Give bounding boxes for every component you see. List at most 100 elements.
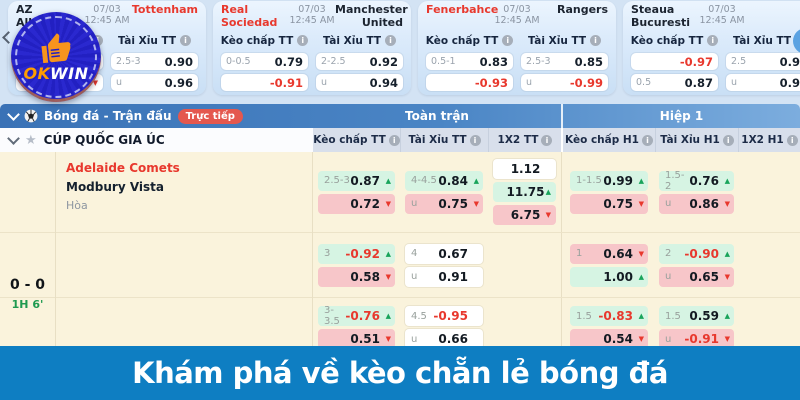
overunder-market: Tài Xỉu TT i 2.5-3 0.85 u -0.99 <box>521 32 608 91</box>
match-time: 12:45 AM <box>84 14 130 26</box>
odds-cell[interactable]: u -0.91 ▼ <box>659 329 734 349</box>
trend-arrow-icon: ▼ <box>724 335 730 343</box>
info-icon[interactable]: i <box>590 35 602 46</box>
odds-cell[interactable]: 0.5 0.87 <box>631 74 718 91</box>
odds-cell[interactable]: 3-3.5 -0.76 ▲ <box>318 305 395 327</box>
odds-cell[interactable]: 1.5 -0.83 ▲ <box>570 306 648 326</box>
odds-cell[interactable]: 0.51 ▼ <box>318 329 395 349</box>
info-icon[interactable]: i <box>385 35 397 46</box>
odds-cell[interactable]: 2-2.5 0.92 <box>316 53 403 70</box>
overunder-market: Tài Xỉu TT i 2.5-3 0.90 u 0.96 <box>111 32 198 91</box>
odds-cell[interactable]: -0.91 <box>221 74 308 91</box>
info-icon[interactable]: i <box>722 134 734 146</box>
odds-value: 0.96 <box>164 75 193 90</box>
carousel-prev-button[interactable] <box>1 27 15 44</box>
match-card[interactable]: Fenerbahce 07/03 12:45 AM Rangers Kèo chấ… <box>418 1 616 95</box>
info-icon[interactable]: i <box>786 134 798 146</box>
info-icon[interactable]: i <box>707 35 719 46</box>
odds-value: 0.83 <box>479 54 508 69</box>
info-icon[interactable]: i <box>541 134 553 146</box>
odds-cell[interactable]: 1 0.64 ▼ <box>570 243 648 264</box>
odds-line: u <box>665 333 672 345</box>
promo-banner[interactable]: Khám phá về kèo chẵn lẻ bóng đá <box>0 346 800 400</box>
odds-cell[interactable]: u 0.92 <box>726 74 800 91</box>
odds-cell[interactable]: 11.75 ▲ <box>493 182 556 202</box>
odds-value: 0.54 <box>603 332 633 346</box>
info-icon[interactable]: i <box>502 35 514 46</box>
thumbs-up-icon <box>41 32 71 63</box>
odds-line: 2.5-3 <box>526 56 551 67</box>
odds-cell[interactable]: 1.5 0.59 ▲ <box>659 306 734 326</box>
odds-cell[interactable]: u 0.94 <box>316 74 403 91</box>
column-header-overunder-ft: Tài Xỉu TT i <box>400 128 488 152</box>
column-label: Tài Xỉu H1 <box>660 134 720 146</box>
odds-cell[interactable]: 3 -0.92 ▲ <box>318 243 395 264</box>
match-clock: 1H 6' <box>11 298 44 311</box>
odds-cell[interactable]: 1.5-2 0.76 ▲ <box>659 169 734 192</box>
live-score: 0 - 0 <box>9 277 46 293</box>
info-icon[interactable]: i <box>469 134 481 146</box>
info-icon[interactable]: i <box>180 35 192 46</box>
odds-line: 1.5-2 <box>665 169 685 192</box>
odds-cell[interactable]: 2 -0.90 ▲ <box>659 243 734 264</box>
away-team: Manchester United <box>335 3 408 29</box>
match-card[interactable]: Real Sociedad 07/03 12:45 AM Manchester U… <box>213 1 411 95</box>
section-title: Bóng đá - Trận đấu <box>44 109 172 123</box>
odds-cell[interactable]: 1-1.5 0.99 ▲ <box>570 170 648 191</box>
match-card-header: Fenerbahce 07/03 12:45 AM Rangers <box>426 3 608 31</box>
odds-cell[interactable]: 0.75 ▼ <box>570 193 648 214</box>
odds-cell[interactable]: 0.54 ▼ <box>570 329 648 349</box>
overunder-ft-cells: 4.5 -0.95 u 0.66 <box>400 298 488 399</box>
odds-cell[interactable]: u -0.99 <box>521 74 608 91</box>
odds-value: 6.75 <box>510 208 541 222</box>
odds-value: -0.99 <box>569 75 603 90</box>
odds-cell[interactable]: 0.58 ▼ <box>318 266 395 287</box>
info-icon[interactable]: i <box>388 134 400 146</box>
info-icon[interactable]: i <box>642 134 653 146</box>
odds-cell[interactable]: 0.5-1 0.83 <box>426 53 513 70</box>
odds-cell[interactable]: -0.97 <box>631 53 718 70</box>
odds-cell[interactable]: u 0.75 ▼ <box>405 193 483 214</box>
odds-cell[interactable]: u 0.91 <box>405 266 483 287</box>
odds-cell[interactable]: u 0.66 <box>405 329 483 349</box>
odds-cell[interactable]: 6.75 ▼ <box>493 205 556 225</box>
odds-cell[interactable]: 0-0.5 0.79 <box>221 53 308 70</box>
odds-value: -0.97 <box>679 54 713 69</box>
info-icon[interactable]: i <box>297 35 309 46</box>
odds-value: -0.93 <box>474 75 508 90</box>
soccer-ball-icon <box>24 109 38 123</box>
odds-line: 4.5 <box>411 310 427 322</box>
odds-cell[interactable]: 4.5 -0.95 <box>405 306 483 326</box>
live-score-block: 0 - 0 1H 6' <box>0 277 55 311</box>
odds-line: u <box>665 198 672 209</box>
odds-cell[interactable]: u 0.96 <box>111 74 198 91</box>
match-teams[interactable]: Adelaide Comets Modbury Vista Hòa <box>55 152 313 232</box>
odds-cell[interactable]: 2.5-3 0.87 ▲ <box>318 170 395 191</box>
odds-value: 0.94 <box>369 75 398 90</box>
favorite-star-icon[interactable]: ★ <box>25 132 37 148</box>
group-divider <box>561 104 563 128</box>
okwin-logo[interactable]: OKWIN <box>11 12 101 102</box>
odds-cell[interactable]: 2.5-3 0.90 <box>111 53 198 70</box>
carousel-next-button[interactable] <box>793 28 800 54</box>
collapse-section-chevron-icon[interactable] <box>7 108 20 121</box>
odds-cell[interactable]: 1.12 <box>493 159 556 179</box>
odds-cell[interactable]: 0.72 ▼ <box>318 193 395 214</box>
collapse-league-chevron-icon[interactable] <box>7 132 20 145</box>
odds-line: 2.5-3 <box>116 56 141 67</box>
odds-cell[interactable]: u 0.86 ▼ <box>659 193 734 214</box>
odds-cell[interactable]: 1.00 ▲ <box>570 266 648 287</box>
odds-value: -0.83 <box>598 309 633 323</box>
odds-value: 0.72 <box>350 196 380 211</box>
odds-cell[interactable]: 4 0.67 <box>405 243 483 264</box>
odds-cell[interactable]: u 0.65 ▼ <box>659 266 734 287</box>
odds-cell[interactable]: -0.93 <box>426 74 513 91</box>
odds-cell[interactable]: 2.5 0.94 <box>726 53 800 70</box>
away-team: Tottenham <box>131 3 198 16</box>
odds-cell[interactable]: 2.5-3 0.85 <box>521 53 608 70</box>
odds-cell[interactable]: 4-4.5 0.84 ▲ <box>405 170 483 191</box>
odds-value: 0.92 <box>369 54 398 69</box>
column-header-1x2-h1: 1X2 H1 i <box>738 128 800 152</box>
handicap-market: Kèo chấp TT i -0.97 0.5 0.87 <box>631 32 719 91</box>
